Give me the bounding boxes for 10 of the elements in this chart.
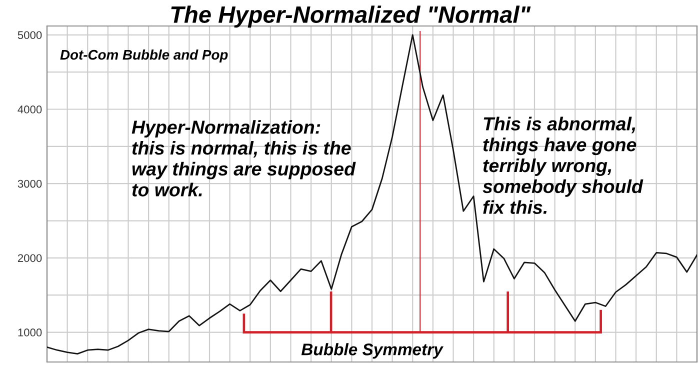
y-tick-label: 4000 xyxy=(18,106,42,114)
y-tick-label: 5000 xyxy=(18,31,42,40)
chart-title: The Hyper-Normalized "Normal" xyxy=(171,6,531,28)
y-tick-label: 3000 xyxy=(18,180,42,188)
annotation: Dot-Com Bubble and Pop xyxy=(60,50,228,62)
y-tick-label: 1000 xyxy=(18,328,42,336)
y-tick-label: 2000 xyxy=(18,254,42,262)
annotation: This is abnormal, things have gone terribly wrong, somebody should fix this. xyxy=(482,116,644,214)
annotation: Bubble Symmetry xyxy=(301,343,444,359)
annotation: Hyper-Normalization: this is normal, this is the way things are supposed to work. xyxy=(132,120,356,196)
